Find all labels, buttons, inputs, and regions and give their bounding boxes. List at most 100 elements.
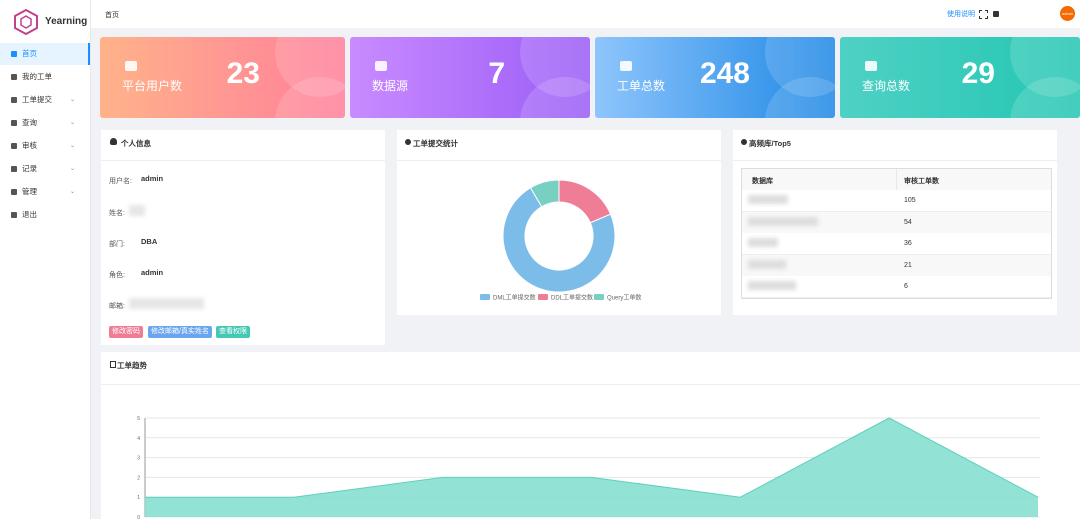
field-label: 用户名:	[109, 178, 132, 185]
stat-card: 工单总数 248	[595, 37, 835, 118]
donut-slice	[529, 179, 560, 208]
row-bg	[742, 190, 1051, 212]
menu-icon	[11, 97, 17, 103]
menu-icon	[11, 212, 17, 218]
breadcrumb[interactable]: 首页	[105, 12, 119, 19]
pie-icon	[741, 139, 747, 145]
field-value: admin	[141, 174, 164, 183]
count-cell: 105	[904, 197, 916, 204]
row-bg	[742, 276, 1051, 299]
fullscreen-icon[interactable]	[979, 10, 988, 19]
count-cell: 54	[904, 218, 912, 226]
card-value: 23	[226, 57, 260, 90]
row-bg	[742, 211, 1051, 234]
menu-icon	[11, 166, 17, 172]
card-icon	[125, 61, 137, 71]
decor-circle	[765, 77, 835, 118]
button[interactable]: 修改邮箱/真实姓名	[148, 326, 212, 338]
panel-title: 个人信息	[121, 139, 151, 148]
menu-item[interactable]: 退出	[0, 204, 90, 226]
stat-card: 平台用户数 23	[100, 37, 345, 118]
field-label: 邮箱:	[109, 303, 125, 310]
card-label: 工单总数	[617, 79, 666, 93]
profile-panel: 个人信息 用户名: admin 姓名: 部门: DBA 角色: admin 邮箱: 修改密码 修改…	[101, 130, 385, 345]
brand: Yearning	[45, 16, 88, 27]
table: 数据库 审核工单数 105 54 36 21 6	[741, 168, 1052, 299]
card-value: 248	[699, 57, 750, 90]
y-tick-label: 0	[137, 515, 140, 519]
menu-item[interactable]: 首页	[0, 43, 90, 65]
topdb-panel: 高频库/Top5 数据库 审核工单数 105 54 36 21 6	[733, 130, 1057, 315]
field-label: 角色:	[109, 272, 125, 279]
count-cell: 6	[904, 283, 908, 291]
count-cell: 36	[904, 240, 912, 248]
menu-item[interactable]: 我的工单	[0, 66, 90, 88]
avatar[interactable]: admin	[1060, 6, 1075, 21]
menu-icon	[11, 120, 17, 126]
area-line	[145, 417, 1039, 498]
divider	[101, 384, 1080, 385]
blurred	[748, 238, 778, 248]
area-chart: 0 1 2 3 4 5	[137, 416, 1040, 519]
divider	[101, 160, 385, 161]
button[interactable]: 修改密码	[109, 326, 143, 338]
menu-item[interactable]: 管理 ⌄	[0, 181, 90, 203]
card-label: 查询总数	[862, 79, 911, 93]
help-link[interactable]: 使用说明	[947, 11, 975, 18]
menu-item[interactable]: 记录 ⌄	[0, 158, 90, 180]
menu-item[interactable]: 审核 ⌄	[0, 135, 90, 157]
card-icon	[375, 61, 387, 71]
legend-swatch	[594, 294, 604, 300]
stat-card: 数据源 7	[350, 37, 590, 118]
topbar: 首页 使用说明 admin	[91, 0, 1080, 28]
card-icon	[620, 61, 632, 71]
decor-circle	[1010, 77, 1080, 118]
donut-chart: DML工单提交数 DDL工单提交数 Query工单数	[480, 179, 641, 302]
y-tick-label: 3	[137, 456, 140, 462]
card-value: 29	[961, 57, 995, 90]
menu-item[interactable]: 查询 ⌄	[0, 112, 90, 134]
y-tick-label: 1	[137, 495, 140, 501]
panel-title: 工单趋势	[117, 361, 147, 370]
y-tick-label: 4	[137, 436, 140, 442]
panel-title: 高频库/Top5	[749, 139, 791, 148]
card-label: 平台用户数	[122, 79, 183, 93]
donut-slice	[558, 179, 612, 224]
menu-icon	[11, 51, 17, 57]
blurred	[748, 195, 788, 204]
menu-icon	[11, 143, 17, 149]
chevron: ⌄	[70, 166, 76, 172]
legend-label: DML工单提交数	[493, 294, 536, 302]
chevron: ⌄	[70, 97, 76, 103]
divider	[733, 160, 1057, 161]
column-header: 审核工单数	[904, 178, 939, 185]
field-value: admin	[141, 268, 164, 277]
legend-swatch	[538, 294, 548, 300]
blurred	[748, 216, 818, 226]
field-label: 姓名:	[109, 210, 125, 217]
lock-icon[interactable]	[993, 11, 999, 17]
chart-icon	[110, 361, 116, 368]
divider	[397, 160, 721, 161]
column-header: 数据库	[752, 178, 773, 185]
menu-item[interactable]: 工单提交 ⌄	[0, 89, 90, 111]
logo	[14, 9, 38, 35]
stat-card: 查询总数 29	[840, 37, 1080, 118]
button[interactable]: 查看权限	[216, 326, 250, 338]
area-fill	[145, 418, 1038, 517]
row-bg	[742, 233, 1051, 256]
donut-slice	[502, 187, 616, 293]
count-cell: 21	[904, 261, 912, 269]
field-value: DBA	[141, 237, 158, 246]
donut-panel: 工单提交统计 DML工单提交数 DDL工单提交数 Query工单数	[397, 130, 721, 315]
y-tick-label: 2	[137, 475, 140, 481]
menu-icon	[11, 189, 17, 195]
blurred	[129, 205, 145, 216]
chevron: ⌄	[70, 120, 76, 126]
sidebar: Yearning 首页 我的工单 工单提交 ⌄ 查询 ⌄ 审核 ⌄ 记录 ⌄ 管理 ⌄ 退出	[0, 0, 91, 519]
card-icon	[865, 61, 877, 71]
card-value: 7	[488, 57, 505, 90]
pie-icon	[405, 139, 411, 145]
blurred	[748, 281, 796, 291]
